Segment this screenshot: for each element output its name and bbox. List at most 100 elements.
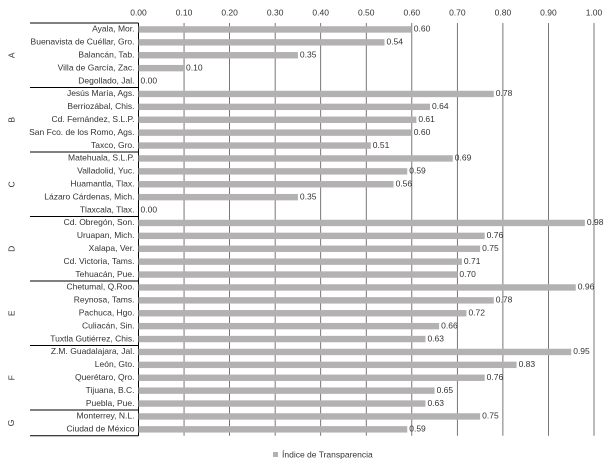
- category-label: Balancán, Tab.: [78, 50, 134, 60]
- bar: [138, 103, 431, 111]
- category-label: Taxco, Gro.: [91, 140, 134, 150]
- category-label: Jesús María, Ags.: [67, 88, 135, 98]
- value-label: 0.69: [455, 153, 472, 163]
- category-label: Tlaxcala, Tlax.: [80, 204, 135, 214]
- value-label: 0.95: [573, 346, 590, 356]
- value-label: 0.59: [409, 424, 426, 434]
- category-label: Culiacán, Sin.: [82, 320, 134, 330]
- bar: [138, 374, 485, 381]
- bar: [138, 245, 481, 252]
- bar: [138, 258, 462, 265]
- category-label: Reynosa, Tams.: [74, 295, 135, 305]
- value-label: 0.76: [487, 230, 504, 240]
- category-label: Tijuana, B.C.: [86, 385, 135, 395]
- bar: [138, 181, 394, 188]
- group-label: A: [6, 52, 16, 58]
- value-label: 0.70: [459, 269, 476, 279]
- category-label: Xalapa, Ver.: [89, 243, 135, 253]
- bar: [138, 361, 517, 369]
- bar: [138, 52, 298, 59]
- x-tick-label: 0.50: [358, 7, 375, 17]
- bar: [138, 129, 412, 136]
- value-label: 0.10: [186, 62, 203, 72]
- value-label: 0.61: [418, 114, 435, 124]
- bar: [138, 155, 453, 162]
- x-tick-label: 0.00: [130, 7, 147, 17]
- value-label: 0.64: [432, 101, 449, 111]
- category-label: Z.M. Guadalajara, Jal.: [51, 346, 135, 356]
- value-label: 0.78: [496, 88, 513, 98]
- category-label: Puebla, Pue.: [86, 398, 135, 408]
- value-label: 0.56: [396, 179, 413, 189]
- bar: [138, 426, 408, 433]
- value-label: 0.60: [414, 24, 431, 34]
- category-label: Huamantla, Tlax.: [70, 179, 134, 189]
- bar: [138, 387, 435, 394]
- category-label: Berriozábal, Chis.: [67, 101, 134, 111]
- value-label: 0.98: [587, 217, 604, 227]
- bar: [138, 413, 481, 420]
- x-tick-label: 0.40: [312, 7, 329, 17]
- category-label: Pachuca, Hgo.: [79, 308, 135, 318]
- bar: [138, 116, 417, 123]
- category-label: Cd. Victoria, Tams.: [63, 256, 134, 266]
- value-label: 0.78: [496, 295, 513, 305]
- bar: [138, 219, 585, 227]
- category-label: Chetumal, Q.Roo.: [66, 282, 134, 292]
- category-label: Tehuacán, Pue.: [75, 269, 134, 279]
- value-label: 0.63: [427, 398, 444, 408]
- category-label: Degollado, Jal.: [78, 75, 134, 85]
- category-label: Cd. Fernández, S.L.P.: [51, 114, 134, 124]
- group-label: E: [6, 310, 16, 316]
- x-tick-label: 0.20: [221, 7, 238, 17]
- value-label: 0.72: [468, 308, 485, 318]
- x-tick-label: 0.30: [267, 7, 284, 17]
- value-label: 0.71: [464, 256, 481, 266]
- category-label: Querétaro, Qro.: [75, 372, 135, 382]
- category-label: León, Gto.: [95, 359, 135, 369]
- category-label: Buenavista de Cuéllar, Gro.: [31, 37, 135, 47]
- value-label: 0.35: [300, 50, 317, 60]
- value-label: 0.54: [386, 37, 403, 47]
- category-label: Villa de García, Zac.: [58, 62, 135, 72]
- bar: [138, 142, 371, 149]
- group-label: D: [6, 246, 16, 252]
- category-label: Monterrey, N.L.: [77, 411, 135, 421]
- value-label: 0.59: [409, 166, 426, 176]
- bar: [138, 284, 576, 291]
- x-tick-label: 0.70: [449, 7, 466, 17]
- value-label: 0.65: [437, 385, 454, 395]
- x-tick-label: 0.60: [404, 7, 421, 17]
- bar: [138, 348, 572, 356]
- value-label: 0.75: [482, 411, 499, 421]
- bar: [138, 400, 426, 407]
- value-label: 0.60: [414, 127, 431, 137]
- bar: [138, 232, 485, 240]
- category-label: Ayala, Mor.: [92, 24, 134, 34]
- group-label: B: [6, 117, 16, 123]
- value-label: 0.00: [141, 75, 158, 85]
- bar: [138, 39, 385, 46]
- bar: [138, 310, 467, 317]
- category-label: Valladolid, Yuc.: [77, 166, 134, 176]
- value-label: 0.76: [487, 372, 504, 382]
- value-label: 0.51: [373, 140, 390, 150]
- x-tick-label: 0.80: [495, 7, 512, 17]
- bar: [138, 26, 412, 33]
- group-label: F: [6, 375, 16, 380]
- category-label: Lázaro Cárdenas, Mich.: [44, 191, 134, 201]
- legend-swatch: [273, 452, 278, 457]
- value-label: 0.35: [300, 191, 317, 201]
- category-label: Tuxtla Gutiérrez, Chis.: [50, 333, 134, 343]
- bar: [138, 335, 426, 343]
- bar: [138, 193, 298, 201]
- category-label: Ciudad de México: [66, 424, 134, 434]
- value-label: 0.66: [441, 320, 458, 330]
- category-label: Uruapan, Mich.: [77, 230, 135, 240]
- bar: [138, 90, 494, 98]
- group-label: G: [6, 420, 16, 427]
- bar: [138, 168, 408, 175]
- x-tick-label: 0.90: [540, 7, 557, 17]
- category-label: Matehuala, S.L.P.: [68, 153, 134, 163]
